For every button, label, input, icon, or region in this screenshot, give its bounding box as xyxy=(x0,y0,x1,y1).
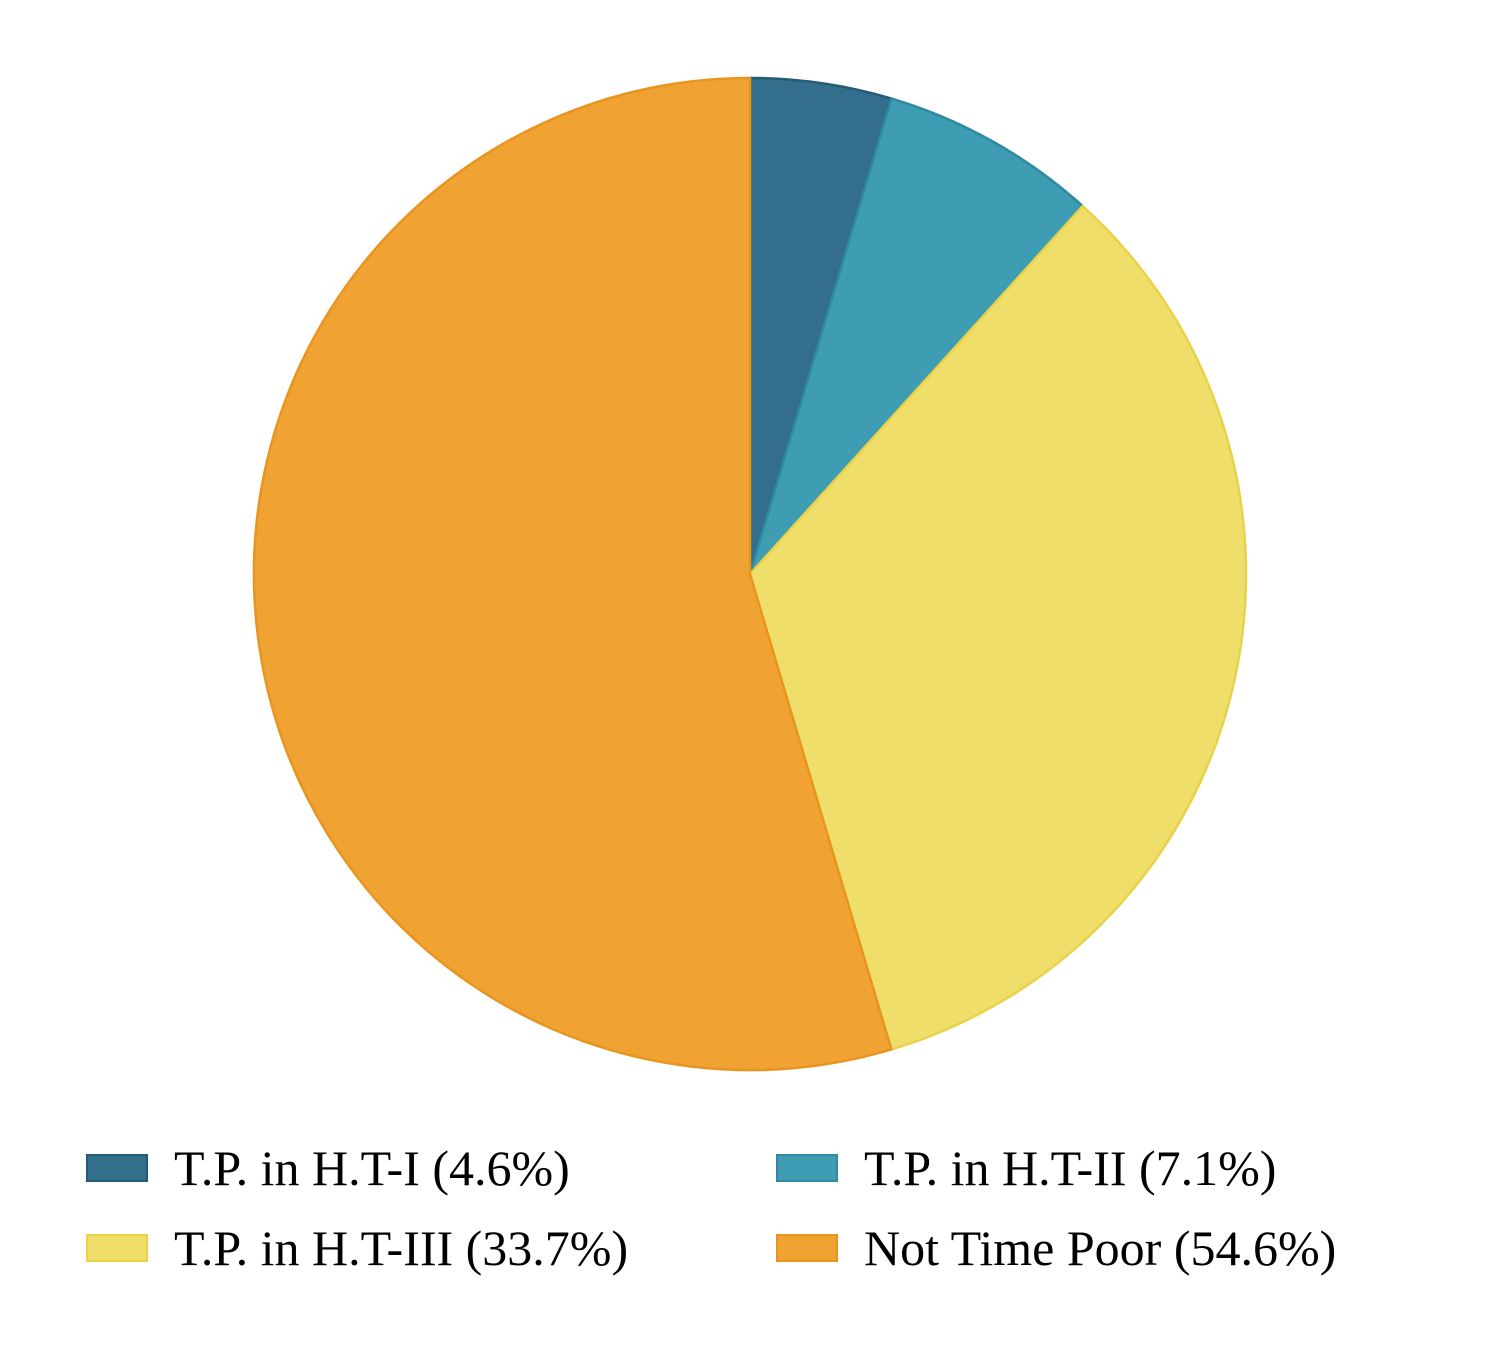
legend-swatch-ht1 xyxy=(86,1154,148,1182)
pie-slice-not-time-poor xyxy=(252,76,893,1072)
pie-slice-ht2 xyxy=(748,97,1084,576)
pie-chart-svg xyxy=(252,76,1248,1072)
legend-item-ht1: T.P. in H.T-I (4.6%) xyxy=(86,1138,570,1198)
legend-item-not-time-poor: Not Time Poor (54.6%) xyxy=(776,1218,1336,1278)
legend-item-ht2: T.P. in H.T-II (7.1%) xyxy=(776,1138,1276,1198)
pie-chart xyxy=(252,76,1248,1072)
pie-slice-ht3 xyxy=(748,204,1248,1051)
legend-swatch-ht2 xyxy=(776,1154,838,1182)
legend-item-ht3: T.P. in H.T-III (33.7%) xyxy=(86,1218,628,1278)
legend-label-ht2: T.P. in H.T-II (7.1%) xyxy=(864,1140,1277,1196)
legend-label-not-time-poor: Not Time Poor (54.6%) xyxy=(864,1220,1337,1276)
legend-swatch-not-time-poor xyxy=(776,1234,838,1262)
legend: T.P. in H.T-I (4.6%) T.P. in H.T-II (7.1… xyxy=(0,1130,1500,1310)
legend-label-ht3: T.P. in H.T-III (33.7%) xyxy=(174,1220,629,1276)
legend-swatch-ht3 xyxy=(86,1234,148,1262)
legend-label-ht1: T.P. in H.T-I (4.6%) xyxy=(174,1140,570,1196)
